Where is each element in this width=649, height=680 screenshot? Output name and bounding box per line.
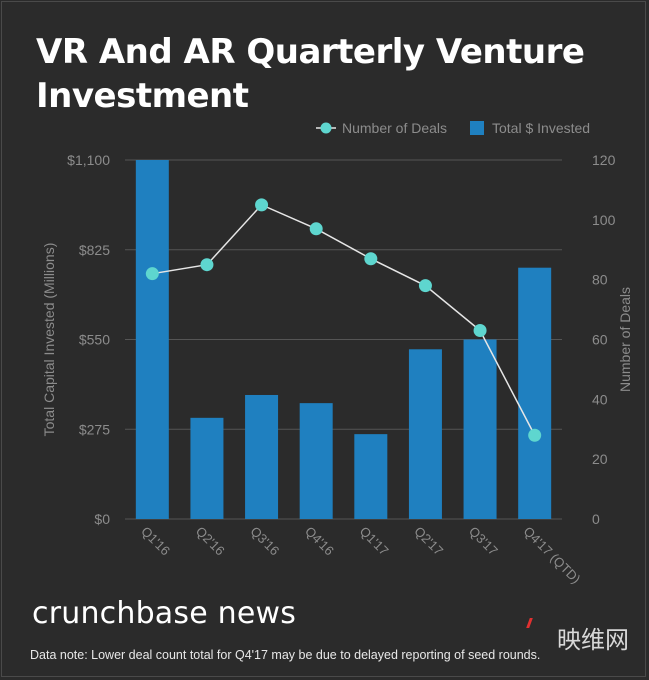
y-axis-label-left: Total Capital Invested (Millions) <box>41 243 57 437</box>
y-tick-label-right: 0 <box>592 511 600 527</box>
bar <box>299 403 333 519</box>
x-tick-label: Q2'16 <box>193 524 228 559</box>
bar <box>518 267 552 519</box>
bar <box>190 417 224 519</box>
x-tick-label: Q4'17 (QTD) <box>521 524 584 587</box>
x-tick-label: Q3'17 <box>466 524 501 559</box>
x-tick-label: Q1'17 <box>357 524 392 559</box>
y-axis-label-right: Number of Deals <box>617 287 633 392</box>
deals-point <box>364 252 378 266</box>
x-tick-label: Q1'16 <box>138 524 173 559</box>
deals-point <box>473 324 487 338</box>
legend-label-deals: Number of Deals <box>342 120 447 136</box>
deals-point <box>418 279 432 293</box>
deals-point <box>528 428 542 442</box>
y-tick-label-right: 100 <box>592 212 616 228</box>
deals-point <box>200 258 214 272</box>
bar <box>354 434 388 519</box>
bar <box>463 339 497 519</box>
legend-marker-swatch <box>320 122 332 134</box>
y-tick-label-left: $825 <box>79 242 110 258</box>
bar <box>245 394 279 519</box>
y-tick-label-left: $1,100 <box>67 152 110 168</box>
bar <box>135 160 169 519</box>
legend-bar-swatch <box>470 121 484 135</box>
bar <box>408 349 442 519</box>
y-tick-label-left: $550 <box>79 332 110 348</box>
x-tick-label: Q2'17 <box>411 524 446 559</box>
deals-point <box>309 222 323 236</box>
x-tick-label: Q3'16 <box>247 524 282 559</box>
watermark: 映维网 <box>557 626 629 654</box>
deals-point <box>255 198 269 212</box>
y-tick-label-left: $275 <box>79 421 110 437</box>
brand-logo: crunchbase news <box>32 596 297 631</box>
deals-line <box>152 203 536 436</box>
y-tick-label-right: 60 <box>592 332 608 348</box>
chart-title: VR And AR Quarterly Venture Investment <box>36 32 585 116</box>
legend-label-invested: Total $ Invested <box>492 120 590 136</box>
y-tick-label-left: $0 <box>94 511 110 527</box>
x-tick-label: Q4'16 <box>302 524 337 559</box>
y-tick-label-right: 40 <box>592 391 608 407</box>
deals-point <box>145 267 159 281</box>
data-note: Data note: Lower deal count total for Q4… <box>30 648 541 662</box>
y-tick-label-right: 80 <box>592 272 608 288</box>
y-tick-label-right: 20 <box>592 451 608 467</box>
y-tick-label-right: 120 <box>592 152 616 168</box>
